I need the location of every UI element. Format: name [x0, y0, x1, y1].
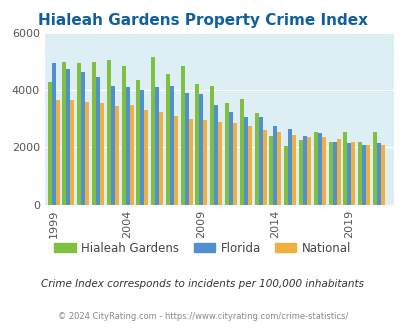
Bar	[292, 135, 296, 205]
Bar	[351, 142, 354, 205]
Bar	[184, 93, 188, 205]
Bar	[357, 142, 361, 205]
Bar	[247, 126, 251, 205]
Bar	[284, 146, 288, 205]
Bar	[224, 103, 228, 205]
Bar	[336, 139, 340, 205]
Bar	[121, 66, 125, 205]
Bar	[199, 94, 203, 205]
Bar	[136, 80, 140, 205]
Bar	[258, 117, 262, 205]
Bar	[47, 82, 51, 205]
Bar	[66, 69, 70, 205]
Legend: Hialeah Gardens, Florida, National: Hialeah Gardens, Florida, National	[49, 237, 356, 259]
Bar	[210, 86, 214, 205]
Text: © 2024 CityRating.com - https://www.cityrating.com/crime-statistics/: © 2024 CityRating.com - https://www.city…	[58, 312, 347, 321]
Bar	[313, 132, 317, 205]
Bar	[380, 145, 384, 205]
Bar	[317, 133, 321, 205]
Bar	[81, 72, 85, 205]
Bar	[92, 62, 96, 205]
Bar	[269, 136, 273, 205]
Bar	[328, 142, 332, 205]
Bar	[218, 122, 222, 205]
Bar	[173, 116, 177, 205]
Bar	[51, 63, 55, 205]
Bar	[111, 86, 115, 205]
Bar	[243, 117, 247, 205]
Bar	[288, 129, 292, 205]
Bar	[203, 120, 207, 205]
Bar	[361, 145, 365, 205]
Bar	[140, 90, 144, 205]
Bar	[85, 102, 89, 205]
Bar	[365, 145, 369, 205]
Bar	[166, 75, 169, 205]
Bar	[239, 99, 243, 205]
Bar	[302, 136, 306, 205]
Bar	[232, 123, 237, 205]
Bar	[125, 87, 129, 205]
Bar	[306, 137, 310, 205]
Bar	[343, 132, 347, 205]
Bar	[188, 119, 192, 205]
Bar	[62, 62, 66, 205]
Bar	[195, 84, 199, 205]
Bar	[155, 87, 159, 205]
Bar	[332, 142, 336, 205]
Bar	[100, 103, 104, 205]
Bar	[376, 143, 380, 205]
Bar	[55, 100, 60, 205]
Bar	[372, 132, 376, 205]
Bar	[254, 113, 258, 205]
Bar	[159, 112, 163, 205]
Bar	[277, 132, 281, 205]
Bar	[228, 112, 232, 205]
Bar	[96, 77, 100, 205]
Bar	[144, 110, 148, 205]
Bar	[151, 57, 155, 205]
Bar	[115, 106, 118, 205]
Text: Hialeah Gardens Property Crime Index: Hialeah Gardens Property Crime Index	[38, 13, 367, 28]
Bar	[214, 105, 218, 205]
Bar	[129, 105, 133, 205]
Bar	[273, 126, 277, 205]
Bar	[321, 137, 325, 205]
Bar	[169, 86, 173, 205]
Bar	[298, 140, 302, 205]
Bar	[77, 63, 81, 205]
Bar	[262, 130, 266, 205]
Bar	[180, 66, 184, 205]
Bar	[347, 143, 351, 205]
Bar	[70, 100, 74, 205]
Bar	[107, 60, 111, 205]
Text: Crime Index corresponds to incidents per 100,000 inhabitants: Crime Index corresponds to incidents per…	[41, 279, 364, 289]
